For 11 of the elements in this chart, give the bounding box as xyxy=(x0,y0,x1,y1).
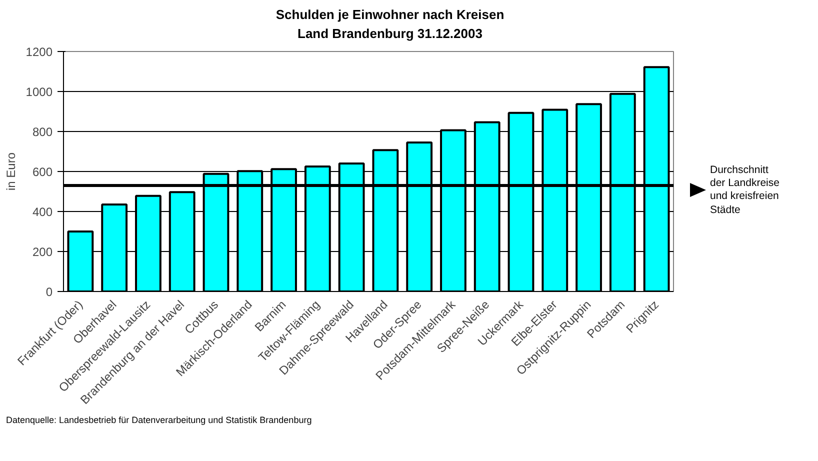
y-axis-title: in Euro xyxy=(4,152,18,191)
y-tick-label: 1200 xyxy=(26,45,53,60)
y-tick-label: 400 xyxy=(32,205,53,220)
y-tick-label: 1000 xyxy=(26,85,53,100)
y-tick-label: 0 xyxy=(46,285,53,300)
text: Datenquelle: Landesbetrieb für Datenverarbeitung und Statistik Brandenburg xyxy=(6,414,312,427)
y-tick-label: 600 xyxy=(32,165,53,180)
y-tick-label: 200 xyxy=(32,245,53,260)
y-tick-label: 800 xyxy=(32,125,53,140)
chart-title: Schulden je Einwohner nach Kreisen Land Brandenburg 31.12.2003 xyxy=(276,6,504,43)
ref-line-label: Durchschnitt der Landkreise und kreisfreien Städte xyxy=(710,164,780,216)
